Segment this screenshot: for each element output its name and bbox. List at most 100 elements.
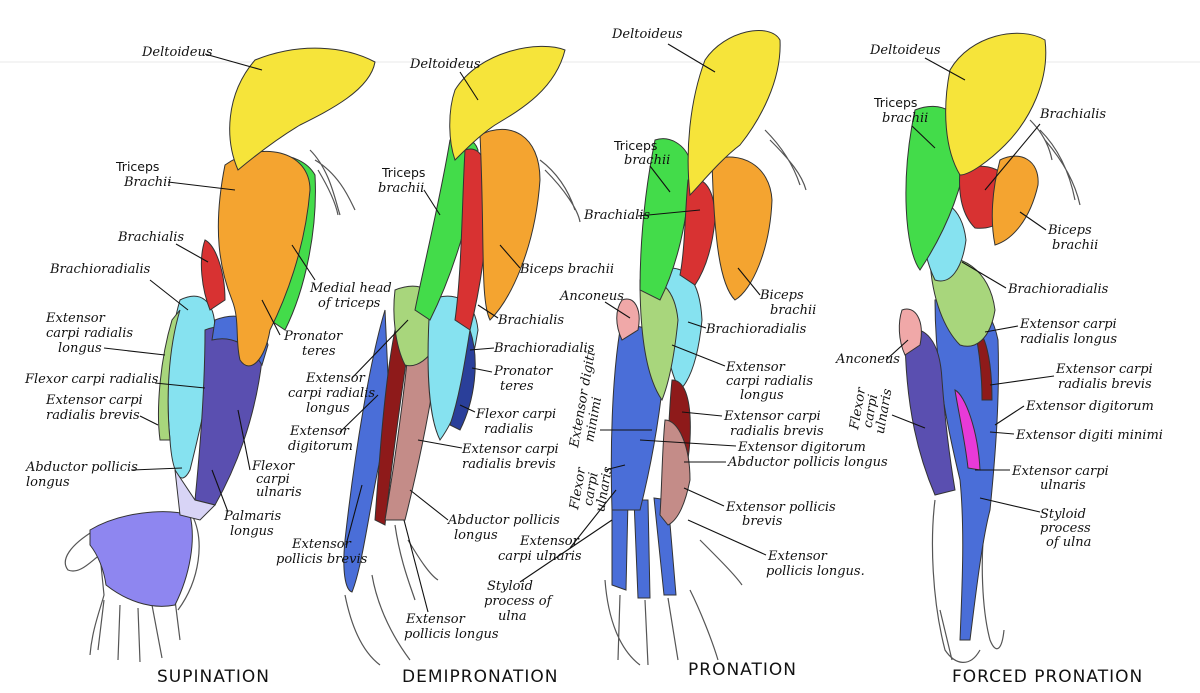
demipronation-label-ecrl-a: Extensor bbox=[305, 371, 366, 386]
supination-label-brachioradialis: Brachioradialis bbox=[49, 262, 151, 277]
forced-label-triceps-a: Triceps bbox=[873, 95, 917, 110]
demipronation-label-ed-a: Extensor bbox=[289, 424, 350, 439]
panel-supination: SUPINATION Deltoideus Triceps Brachii Br… bbox=[24, 45, 392, 687]
pronation-label-anconeus: Anconeus bbox=[559, 289, 624, 304]
pronation-label-ecrb-a: Extensor carpi bbox=[723, 409, 821, 424]
supination-label-ecrl-a: Extensor bbox=[45, 311, 106, 326]
pronation-label-styloid-b: process of bbox=[484, 594, 554, 609]
pronation-label-ecrl-a: Extensor bbox=[725, 360, 786, 375]
forced-label-triceps-b: brachii bbox=[882, 111, 928, 126]
forced-deltoid bbox=[945, 32, 1047, 176]
demipronation-label-ecrb-a: Extensor carpi bbox=[461, 442, 559, 457]
panel-pronation: PRONATION Deltoideus Triceps brachii Bra… bbox=[484, 27, 888, 680]
supination-biceps bbox=[217, 150, 311, 367]
demipronation-label-epb-a: Extensor bbox=[291, 537, 352, 552]
forced-label-ecu-b: ulnaris bbox=[1040, 478, 1086, 493]
supination-label-pronator-a: Pronator bbox=[283, 329, 343, 344]
pronation-label-apl: Abductor pollicis longus bbox=[727, 455, 888, 470]
supination-label-ecrb-a: Extensor carpi bbox=[45, 393, 143, 408]
panel-forced-pronation: FORCED PRONATION Deltoideus Triceps brac… bbox=[835, 32, 1163, 687]
pronation-caption: PRONATION bbox=[688, 660, 797, 680]
forced-label-anconeus: Anconeus bbox=[835, 352, 900, 367]
pronation-label-ecrl-b: carpi radialis bbox=[726, 374, 813, 389]
demipronation-label-epl-b: pollicis longus bbox=[404, 627, 499, 642]
pronation-label-ecrl-c: longus bbox=[740, 388, 784, 403]
demipronation-label-biceps: Biceps brachii bbox=[519, 262, 614, 277]
supination-palm bbox=[89, 511, 193, 607]
forced-caption: FORCED PRONATION bbox=[952, 667, 1143, 687]
pronation-label-triceps-a: Triceps bbox=[613, 138, 657, 153]
supination-ext-carpi-longus bbox=[158, 309, 181, 441]
pronation-label-fcu-group: Flexor carpi ulnaris bbox=[567, 465, 616, 513]
forced-biceps bbox=[991, 155, 1039, 246]
demipronation-label-triceps-b: brachii bbox=[378, 181, 424, 196]
forced-label-styloid-a: Styloid bbox=[1040, 507, 1086, 522]
supination-label-palmaris-a: Palmaris bbox=[223, 509, 282, 524]
forced-hand-outline bbox=[931, 499, 1005, 663]
pronation-biceps bbox=[711, 156, 773, 301]
demipronation-label-ecrb-b: radialis brevis bbox=[462, 457, 556, 472]
forced-label-deltoideus: Deltoideus bbox=[869, 43, 941, 58]
pronation-deltoid bbox=[687, 29, 781, 197]
supination-hand-outline bbox=[64, 512, 200, 663]
demipronation-armpit-lines bbox=[539, 159, 581, 223]
supination-label-medial-b: of triceps bbox=[318, 296, 381, 311]
demipronation-label-ed-b: digitorum bbox=[288, 439, 353, 454]
forced-label-styloid-c: of ulna bbox=[1046, 535, 1091, 550]
supination-label-ecrb-b: radialis brevis bbox=[46, 408, 140, 423]
pronation-label-styloid-c: ulna bbox=[498, 609, 527, 624]
demipronation-label-pronator-b: teres bbox=[500, 379, 534, 394]
forced-label-fcu-c: ulnaris bbox=[873, 387, 896, 435]
demipronation-forearm-dark bbox=[374, 329, 411, 526]
forced-armpit-lines bbox=[1029, 119, 1081, 206]
forced-label-ecrb-a: Extensor carpi bbox=[1055, 362, 1153, 377]
supination-label-apl-b: longus bbox=[26, 475, 70, 490]
demipronation-triceps bbox=[414, 137, 479, 321]
demipronation-label-brachioradialis: Brachioradialis bbox=[493, 341, 595, 356]
supination-label-palmaris-b: longus bbox=[230, 524, 274, 539]
supination-deltoid bbox=[229, 47, 376, 171]
forced-label-ecu-a: Extensor carpi bbox=[1011, 464, 1109, 479]
pronation-label-biceps-b: brachii bbox=[770, 303, 816, 318]
pronation-label-epb-a: Extensor pollicis bbox=[725, 500, 836, 515]
supination-label-triceps-b: Brachii bbox=[123, 175, 172, 190]
demipronation-label-brachialis: Brachialis bbox=[497, 313, 564, 328]
pronation-label-fcu-b: carpi bbox=[581, 471, 602, 507]
demipronation-label-apl-a: Abductor pollicis bbox=[447, 513, 560, 528]
pronation-label-biceps-a: Biceps bbox=[759, 288, 804, 303]
pronation-label-ecu-b: carpi ulnaris bbox=[498, 549, 582, 564]
forced-flexor bbox=[904, 328, 956, 496]
supination-label-medial-a: Medial head bbox=[309, 281, 392, 296]
pronation-label-epb-b: brevis bbox=[742, 514, 783, 529]
pronation-label-brachioradialis: Brachioradialis bbox=[705, 322, 807, 337]
forced-label-fcu-b: carpi bbox=[861, 393, 882, 429]
forced-label-styloid-b: process bbox=[1040, 521, 1091, 536]
demipronation-label-apl-b: longus bbox=[454, 528, 498, 543]
supination-label-fcu-b: carpi bbox=[256, 472, 290, 487]
forced-label-biceps-a: Biceps bbox=[1047, 223, 1092, 238]
pronation-hand-outline bbox=[604, 539, 743, 666]
pronation-apl bbox=[659, 419, 691, 526]
supination-label-ecrl-b: carpi radialis bbox=[46, 326, 133, 341]
demipronation-label-ecrl-c: longus bbox=[306, 401, 350, 416]
forced-label-edm: Extensor digiti minimi bbox=[1015, 428, 1163, 443]
demipronation-label-fcr-b: radialis bbox=[484, 422, 534, 437]
supination-armpit-lines bbox=[309, 149, 356, 216]
supination-label-brachialis: Brachialis bbox=[117, 230, 184, 245]
forced-label-biceps-b: brachii bbox=[1052, 238, 1098, 253]
demipronation-label-epb-b: pollicis brevis bbox=[276, 552, 368, 567]
pronation-label-triceps-b: brachii bbox=[624, 153, 670, 168]
forced-label-fcu-group: Flexor carpi ulnaris bbox=[847, 386, 896, 435]
demipronation-biceps bbox=[479, 128, 541, 321]
forced-label-ecrb-b: radialis brevis bbox=[1058, 377, 1152, 392]
demipronation-deltoid bbox=[449, 45, 566, 161]
supination-label-pronator-b: teres bbox=[302, 344, 336, 359]
pronation-label-brachialis: Brachialis bbox=[583, 208, 650, 223]
panel-demipronation: DEMIPRONATION Deltoideus Triceps brachii… bbox=[276, 45, 614, 687]
supination-label-fcu-c: ulnaris bbox=[256, 485, 302, 500]
forced-label-brachioradialis: Brachioradialis bbox=[1007, 282, 1109, 297]
forced-label-brachialis: Brachialis bbox=[1039, 107, 1106, 122]
pronation-armpit-lines bbox=[764, 129, 807, 191]
forced-label-ecrl-b: radialis longus bbox=[1020, 332, 1117, 347]
pronation-label-ecrb-b: radialis brevis bbox=[730, 424, 824, 439]
